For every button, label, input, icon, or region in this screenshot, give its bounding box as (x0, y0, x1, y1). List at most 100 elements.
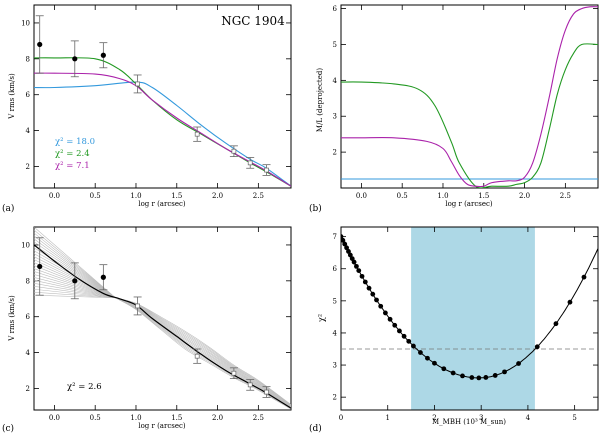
panel-d-label: (d) (309, 423, 322, 433)
y-tick-label: 3 (333, 362, 337, 370)
chi2-point (401, 333, 407, 339)
y-tick-label: 6 (26, 313, 31, 321)
panel-a-annotation-green: χ² = 2.4 (55, 149, 90, 159)
chi2-point (406, 338, 412, 344)
panel-a-points (35, 15, 271, 176)
series-line-green (341, 43, 598, 188)
chi2-point (441, 366, 447, 372)
panel-a-ylabel: V rms (km/s) (8, 73, 16, 120)
panel-c-ylabel: V rms (km/s) (8, 295, 16, 342)
chi2-point (411, 343, 416, 349)
y-tick-label: 2 (333, 394, 337, 402)
filled-data-point (37, 263, 43, 270)
x-tick-label: 0.0 (356, 192, 367, 200)
panel-a-label: (a) (2, 203, 14, 214)
chi2-point (382, 310, 388, 316)
filled-data-point (100, 52, 106, 58)
panel-b: 0.0 0.5 1.0 1.5 2.0 2.5 2 3 4 5 6 log r (arcsec) M… (309, 4, 599, 214)
filled-data-point (72, 278, 78, 284)
panel-d-frame (340, 226, 599, 411)
open-data-point (264, 389, 269, 395)
panel-d-ticks: 0 1 2 3 4 5 2 3 4 5 6 7 (333, 227, 598, 422)
panel-d-marks (341, 234, 598, 381)
panel-d: 0 1 2 3 4 5 2 3 4 5 6 7 M_MBH (10³ M_sun) χ² (d) (309, 226, 599, 433)
x-tick-label: 2 (432, 414, 436, 422)
x-tick-label: 2.0 (212, 414, 223, 422)
chi2-point (418, 350, 423, 355)
chi2-point (356, 268, 362, 273)
chi2-point (502, 369, 507, 375)
panel-a-annotation-blue: χ² = 18.0 (55, 137, 95, 147)
x-tick-label: 3 (479, 414, 483, 422)
panel-c-annotation: χ² = 2.6 (67, 382, 102, 392)
panel-c-frame (33, 226, 292, 411)
filled-data-point (100, 274, 106, 280)
x-tick-label: 1.5 (171, 414, 182, 422)
chi2-point (362, 279, 368, 285)
panel-a-ticks: 0.0 0.5 1.0 1.5 2.0 2.5 2 4 6 8 10 (21, 5, 291, 200)
chi2-point (346, 249, 351, 254)
panel-a-frame (33, 4, 292, 189)
panel-c-xlabel: log r (arcsec) (138, 422, 186, 430)
x-tick-label: 0.0 (49, 192, 60, 200)
x-tick-label: 2.0 (519, 192, 530, 200)
chi2-point (425, 355, 430, 361)
y-tick-label: 8 (26, 277, 30, 285)
open-data-point (194, 353, 200, 359)
chi2-point (516, 361, 521, 366)
chi2-point (581, 274, 587, 280)
panel-b-ylabel: M/L (deprojected) (316, 68, 324, 132)
filled-data-point (72, 56, 78, 62)
chi2-point (397, 328, 402, 334)
chi2-point (492, 373, 498, 378)
filled-data-point (37, 41, 43, 48)
y-tick-label: 4 (333, 329, 338, 337)
panel-d-ylabel: χ² (317, 314, 326, 322)
x-tick-label: 0.0 (49, 414, 60, 422)
chi2-point (387, 316, 393, 322)
x-tick-label: 1 (385, 414, 389, 422)
chi2-point (476, 375, 482, 381)
y-tick-label: 6 (333, 5, 338, 13)
x-tick-label: 2.0 (212, 192, 223, 200)
x-tick-label: 1.5 (171, 192, 182, 200)
open-data-point (264, 167, 269, 173)
series-line-blue (34, 81, 291, 187)
series-line-magenta (341, 6, 598, 188)
open-data-point (135, 81, 140, 87)
confidence-region (411, 227, 535, 410)
y-tick-label: 6 (333, 265, 338, 273)
x-tick-label: 1.0 (437, 192, 448, 200)
chi2-point (392, 322, 398, 328)
y-tick-label: 3 (333, 113, 337, 121)
chi2-point (347, 252, 353, 258)
panel-b-marks (341, 6, 598, 188)
x-tick-label: 2.5 (253, 414, 264, 422)
x-tick-label: 0.5 (90, 414, 101, 422)
panel-d-background (411, 227, 535, 410)
panel-a: 0.0 0.5 1.0 1.5 2.0 2.5 2 4 6 8 10 NGC 1904 χ² = 1… (2, 4, 292, 214)
panel-c-ticks: 0.0 0.5 1.0 1.5 2.0 2.5 2 4 6 8 10 (21, 227, 291, 422)
chi2-point (359, 273, 365, 279)
chi2-point (374, 297, 379, 303)
y-tick-label: 4 (26, 127, 31, 135)
x-tick-label: 1.0 (130, 414, 141, 422)
y-tick-label: 4 (333, 77, 338, 85)
chi2-point (432, 360, 437, 366)
panel-d-xlabel: M_MBH (10³ M_sun) (432, 418, 506, 426)
chi2-point (460, 373, 465, 379)
panel-b-frame (340, 4, 599, 189)
x-tick-label: 1.5 (478, 192, 489, 200)
chi2-point (370, 291, 376, 297)
chi2-point (534, 344, 540, 350)
x-tick-label: 4 (526, 414, 531, 422)
chi2-point (341, 237, 346, 243)
y-tick-label: 5 (333, 297, 337, 305)
chi2-point (366, 285, 372, 291)
chi2-point (483, 375, 489, 380)
chi2-point (354, 263, 359, 269)
panel-a-xlabel: log r (arcsec) (138, 200, 186, 208)
chi2-point (567, 299, 573, 305)
chi2-point (553, 321, 559, 327)
panel-a-annotation-magenta: χ² = 7.1 (55, 161, 90, 171)
